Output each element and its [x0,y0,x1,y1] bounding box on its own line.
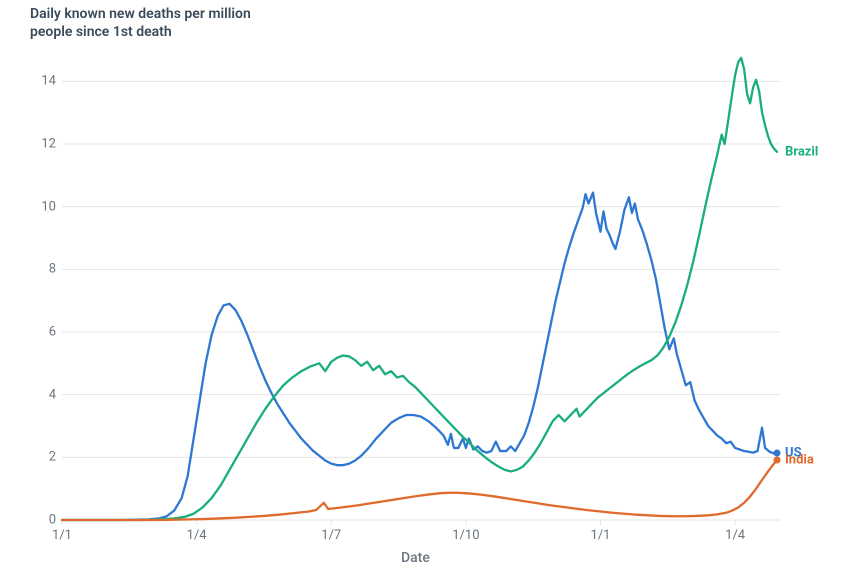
y-tick-label: 4 [34,387,56,402]
y-tick-label: 2 [34,450,56,465]
x-tick-label: 1/1 [591,528,611,543]
series-line-india [62,460,777,520]
x-axis-label: Date [401,550,430,566]
y-tick-label: 14 [34,74,56,89]
x-tick-label: 1/1 [52,528,72,543]
y-tick-label: 12 [34,137,56,152]
series-label-india: India [785,453,814,468]
series-end-marker [774,449,781,456]
y-tick-label: 8 [34,262,56,277]
y-tick-label: 0 [34,513,56,528]
chart-title: Daily known new deaths per million peopl… [30,6,290,41]
y-tick-label: 6 [34,325,56,340]
series-line-brazil [62,58,777,520]
series-end-marker [774,457,781,464]
plot-area [62,50,780,520]
chart-container: Daily known new deaths per million peopl… [0,0,862,575]
x-tick-label: 1/7 [321,528,341,543]
x-tick-label: 1/4 [725,528,745,543]
series-label-brazil: Brazil [785,144,818,159]
x-tick-label: 1/4 [187,528,207,543]
x-tick-label: 1/10 [452,528,479,543]
y-tick-label: 10 [34,199,56,214]
series-line-us [62,193,777,520]
